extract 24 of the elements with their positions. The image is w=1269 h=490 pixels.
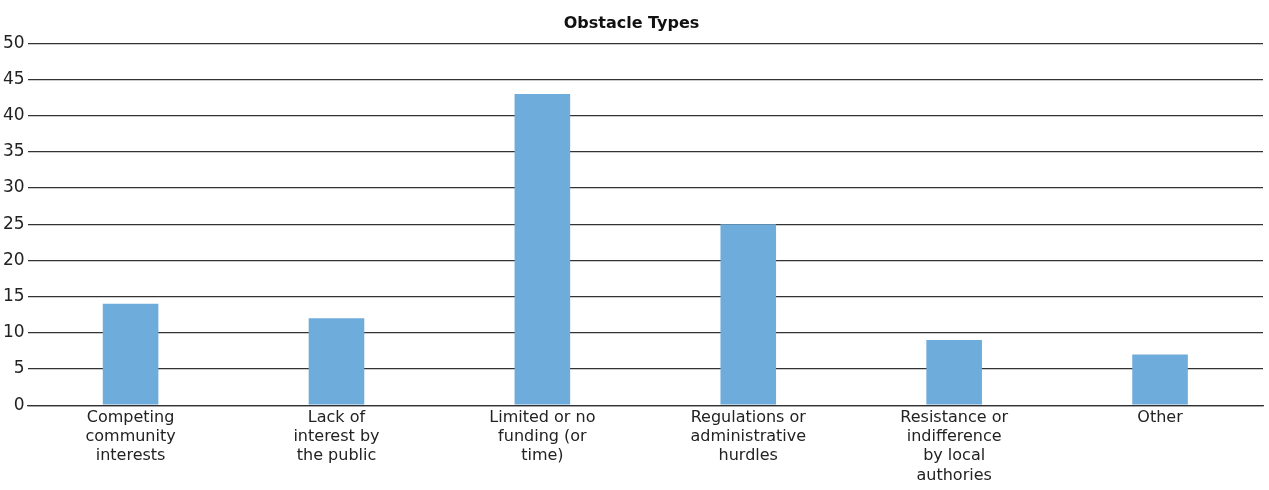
x-tick-label: Competing community interests: [85, 406, 176, 465]
y-tick-label: 5: [13, 357, 25, 378]
bar: [1132, 354, 1188, 405]
y-tick-label: 10: [2, 321, 25, 342]
bar: [514, 93, 571, 405]
x-tick-label: Other: [1137, 406, 1184, 426]
bar: [308, 318, 365, 405]
y-tick-label: 25: [2, 212, 25, 233]
y-tick-label: 20: [2, 248, 25, 269]
x-tick-label: Resistance or indifference by local authories: [900, 406, 1009, 484]
bar: [720, 224, 777, 405]
chart-title: Obstacle Types: [563, 12, 700, 32]
bar: [102, 303, 159, 405]
y-tick-label: 0: [13, 393, 25, 414]
x-tick-label: Regulations or administrative hurdles: [690, 406, 807, 465]
y-tick-label: 30: [2, 176, 25, 197]
x-tick-label: Limited or no funding (or time): [489, 406, 596, 465]
y-tick-label: 35: [2, 140, 25, 161]
y-tick-label: 15: [2, 285, 25, 306]
y-tick-label: 50: [2, 31, 25, 52]
x-tick-label: Lack of interest by the public: [293, 406, 380, 465]
y-tick-label: 45: [2, 67, 25, 88]
y-tick-label: 40: [2, 104, 25, 125]
bar: [926, 340, 982, 405]
